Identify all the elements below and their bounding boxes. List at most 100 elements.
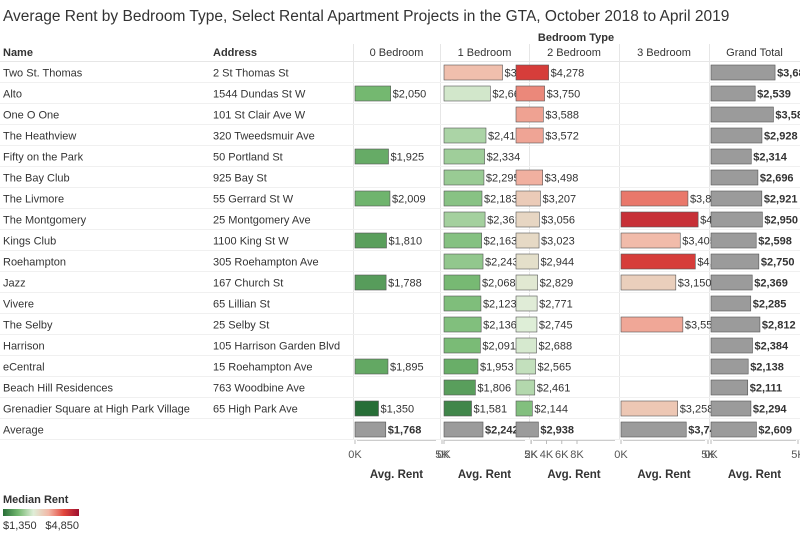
bar [620, 253, 696, 270]
row-name: One O One [3, 110, 59, 122]
row-address: 50 Portland St [213, 152, 283, 164]
legend-gradient [3, 509, 79, 516]
bar [710, 148, 752, 165]
column-header: 3 Bedroom [637, 47, 691, 59]
data-label: $3,023 [541, 236, 575, 248]
tick-label: 0K [348, 449, 362, 461]
data-label: $2,243 [485, 257, 519, 269]
bar [443, 169, 485, 186]
data-label: $2,050 [393, 89, 427, 101]
row-address: 55 Gerrard St W [213, 194, 294, 206]
bar [710, 232, 757, 249]
bar [710, 127, 763, 144]
tick-label: 2K [525, 449, 539, 461]
bar [515, 64, 549, 81]
data-label: $3,405 [682, 236, 716, 248]
bar [443, 316, 482, 333]
bar [710, 400, 752, 417]
data-label: $2,928 [764, 131, 798, 143]
chart-title: Average Rent by Bedroom Type, Select Ren… [3, 8, 729, 25]
bar [710, 295, 752, 312]
row-address: 305 Roehampton Ave [213, 257, 319, 269]
tick-label: 0K [614, 449, 628, 461]
header-group: Bedroom Type [538, 32, 614, 44]
data-label: $3,555 [685, 320, 719, 332]
data-label: $2,565 [538, 362, 572, 374]
data-label: $3,750 [547, 89, 581, 101]
bar [443, 295, 482, 312]
bar [620, 211, 699, 228]
data-label: $3,150 [678, 278, 712, 290]
axis-label: Avg. Rent [637, 469, 690, 481]
header-name: Name [3, 47, 33, 59]
data-label: $2,950 [764, 215, 798, 227]
column-header: Grand Total [726, 47, 783, 59]
tick-label: 0K [437, 449, 451, 461]
data-label: $1,350 [380, 404, 414, 416]
data-label: $3,258 [680, 404, 714, 416]
bar [710, 337, 753, 354]
row-name: Alto [3, 89, 22, 101]
data-label: $3,572 [545, 131, 579, 143]
legend-title: Median Rent [3, 494, 69, 506]
data-label: $2,361 [487, 215, 521, 227]
bar [515, 400, 533, 417]
bar [710, 421, 757, 438]
data-label: $2,009 [392, 194, 426, 206]
axis-label: Avg. Rent [370, 469, 423, 481]
bar [515, 358, 536, 375]
row-name: Roehampton [3, 257, 66, 269]
bar [710, 379, 749, 396]
row-address: 167 Church St [213, 278, 283, 290]
data-label: $2,285 [753, 299, 787, 311]
data-label: $2,598 [758, 236, 792, 248]
row-name: Beach Hill Residences [3, 383, 114, 395]
tick-label: 0K [704, 449, 718, 461]
data-label: $2,314 [753, 152, 788, 164]
bar [443, 379, 476, 396]
data-label: $1,895 [390, 362, 424, 374]
bar [354, 190, 391, 207]
bar [354, 274, 387, 291]
bar [515, 190, 541, 207]
row-address: 65 High Park Ave [213, 404, 298, 416]
data-label: $2,750 [761, 257, 795, 269]
axis-label: Avg. Rent [547, 469, 600, 481]
legend-min-label: $1,350 [3, 520, 37, 532]
row-address: 25 Montgomery Ave [213, 215, 311, 227]
row-address: 101 St Clair Ave W [213, 110, 306, 122]
data-label: $2,812 [762, 320, 796, 332]
row-name: The Bay Club [3, 173, 70, 185]
data-label: $2,369 [754, 278, 788, 290]
data-label: $2,944 [540, 257, 574, 269]
bar [443, 274, 481, 291]
data-label: $2,136 [483, 320, 517, 332]
column-header: 1 Bedroom [458, 47, 512, 59]
data-label: $2,745 [539, 320, 573, 332]
bar [710, 316, 761, 333]
row-address: 105 Harrison Garden Blvd [213, 341, 340, 353]
tick-label: 6K [555, 449, 569, 461]
bar [515, 421, 539, 438]
data-label: $2,123 [483, 299, 517, 311]
bar [515, 211, 540, 228]
bar [710, 169, 759, 186]
bar [515, 127, 544, 144]
bar [620, 274, 677, 291]
legend-max-label: $4,850 [45, 520, 79, 532]
data-label: $1,925 [390, 152, 424, 164]
bar [515, 106, 544, 123]
data-label: $1,953 [480, 362, 514, 374]
axis-label: Avg. Rent [728, 469, 781, 481]
row-address: 1100 King St W [213, 236, 289, 248]
column-header: 0 Bedroom [370, 47, 424, 59]
data-label: $2,921 [764, 194, 798, 206]
data-label: $3,207 [542, 194, 576, 206]
bar [710, 85, 756, 102]
bar [515, 85, 545, 102]
bar [515, 379, 536, 396]
row-address: 2 St Thomas St [213, 68, 289, 80]
bar [443, 211, 486, 228]
tick-label: 5K [524, 449, 538, 461]
